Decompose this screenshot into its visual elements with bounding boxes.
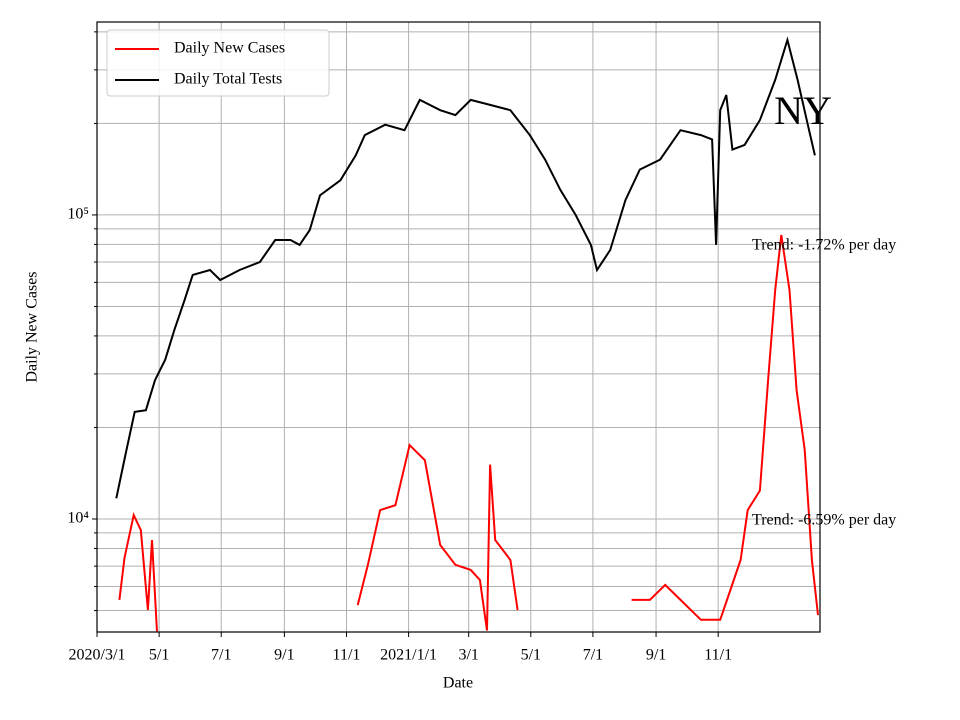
series-line [115,36,816,499]
series-line [631,234,819,621]
legend-label: Daily New Cases [174,40,285,57]
x-tick-label: 2021/1/1 [380,647,437,664]
annotation: Trend: -1.72% per day [752,237,896,254]
x-tick-label: 7/1 [583,647,603,664]
x-tick-label: 7/1 [211,647,231,664]
y-axis-label: Daily New Cases [24,271,41,382]
x-tick-label: 9/1 [646,647,666,664]
x-axis-label: Date [443,675,473,692]
annotation: Trend: -6.59% per day [752,512,896,529]
plot-frame [96,21,821,633]
legend-frame [106,29,330,97]
legend: Daily New Cases Daily Total Tests [106,29,330,97]
x-tick-label: 5/1 [149,647,169,664]
legend-label: Daily Total Tests [174,71,282,88]
state-label: NY [774,88,832,133]
x-tick-label: 11/1 [333,647,361,664]
x-tick-label: 2020/3/1 [69,647,126,664]
x-tick-label: 5/1 [521,647,541,664]
x-tick-label: 9/1 [274,647,294,664]
x-tick-label: 11/1 [704,647,732,664]
y-tick-label: 10⁵ [67,206,89,223]
y-tick-label: 10⁴ [67,510,89,527]
series-line [356,443,519,631]
series-line [118,512,159,632]
x-tick-label: 3/1 [458,647,478,664]
